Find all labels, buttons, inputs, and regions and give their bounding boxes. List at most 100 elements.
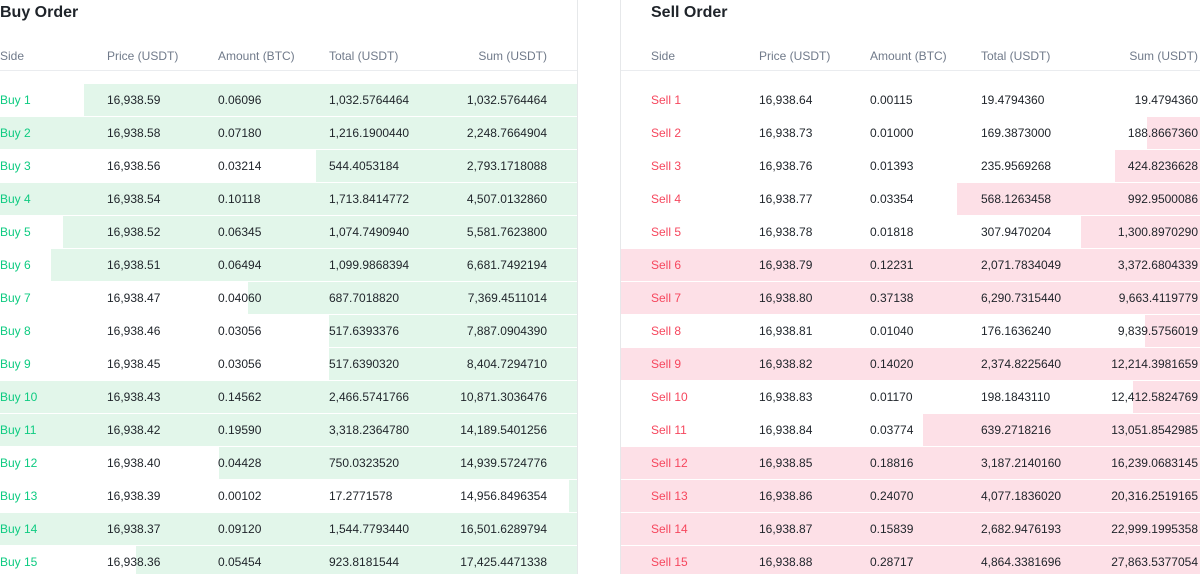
sell-row-total: 169.3873000 [981, 126, 1052, 140]
buy-header-side: Side [0, 49, 25, 63]
sell-row-amount: 0.12231 [870, 258, 914, 272]
buy-row-amount: 0.03056 [218, 357, 262, 371]
sell-row-sum: 424.8236628 [1127, 159, 1198, 173]
buy-row-side: Buy 10 [0, 390, 38, 404]
sell-row-total: 235.9569268 [981, 159, 1052, 173]
sell-order-row[interactable]: Sell 15 16,938.88 0.28717 4,864.3381696 27,8… [621, 546, 1200, 574]
buy-row-total: 750.0323520 [329, 456, 400, 470]
buy-row-sum: 14,189.5401256 [460, 423, 547, 437]
sell-row-price: 16,938.78 [759, 225, 813, 239]
sell-row-side: Sell 11 [651, 423, 687, 437]
buy-depth-bar [568, 480, 577, 512]
buy-order-row[interactable]: Buy 5 16,938.52 0.06345 1,074.7490940 5,581.… [0, 216, 577, 249]
buy-row-sum: 8,404.7294710 [466, 357, 547, 371]
buy-order-row[interactable]: Buy 13 16,938.39 0.00102 17.2771578 14,956.8… [0, 480, 577, 513]
sell-row-amount: 0.01393 [870, 159, 914, 173]
buy-row-side: Buy 2 [0, 126, 31, 140]
sell-depth-bar [621, 546, 1200, 574]
buy-order-row[interactable]: Buy 14 16,938.37 0.09120 1,544.7793440 16,50… [0, 513, 577, 546]
buy-row-amount: 0.14562 [218, 390, 262, 404]
sell-row-sum: 13,051.8542985 [1111, 423, 1198, 437]
buy-row-amount: 0.05454 [218, 555, 262, 569]
sell-order-row[interactable]: Sell 1 16,938.64 0.00115 19.4794360 19.47943… [621, 84, 1200, 117]
buy-row-side: Buy 9 [0, 357, 31, 371]
buy-row-side: Buy 4 [0, 192, 31, 206]
sell-order-title: Sell Order [651, 4, 728, 21]
buy-order-row[interactable]: Buy 15 16,938.36 0.05454 923.8181544 17,425.… [0, 546, 577, 574]
sell-row-side: Sell 1 [651, 93, 682, 107]
buy-order-row[interactable]: Buy 3 16,938.56 0.03214 544.4053184 2,793.17… [0, 150, 577, 183]
buy-order-row[interactable]: Buy 10 16,938.43 0.14562 2,466.5741766 10,87… [0, 381, 577, 414]
sell-row-total: 176.1636240 [981, 324, 1052, 338]
sell-order-row[interactable]: Sell 6 16,938.79 0.12231 2,071.7834049 3,372… [621, 249, 1200, 282]
sell-order-row[interactable]: Sell 7 16,938.80 0.37138 6,290.7315440 9,663… [621, 282, 1200, 315]
sell-order-row[interactable]: Sell 10 16,938.83 0.01170 198.1843110 12,412… [621, 381, 1200, 414]
buy-row-amount: 0.03056 [218, 324, 262, 338]
sell-row-amount: 0.01040 [870, 324, 914, 338]
sell-row-sum: 9,663.4119779 [1118, 291, 1198, 305]
sell-row-amount: 0.24070 [870, 489, 914, 503]
sell-depth-bar [923, 414, 1200, 446]
buy-row-amount: 0.19590 [218, 423, 262, 437]
buy-row-side: Buy 3 [0, 159, 31, 173]
buy-row-amount: 0.06096 [218, 93, 262, 107]
sell-row-price: 16,938.73 [759, 126, 813, 140]
sell-order-row[interactable]: Sell 2 16,938.73 0.01000 169.3873000 188.866… [621, 117, 1200, 150]
buy-order-row[interactable]: Buy 4 16,938.54 0.10118 1,713.8414772 4,507.… [0, 183, 577, 216]
buy-row-total: 3,318.2364780 [329, 423, 410, 437]
buy-order-row[interactable]: Buy 1 16,938.59 0.06096 1,032.5764464 1,032.… [0, 84, 577, 117]
sell-order-row[interactable]: Sell 14 16,938.87 0.15839 2,682.9476193 22,9… [621, 513, 1200, 546]
sell-order-row[interactable]: Sell 13 16,938.86 0.24070 4,077.1836020 20,3… [621, 480, 1200, 513]
sell-row-price: 16,938.76 [759, 159, 813, 173]
buy-row-total: 544.4053184 [329, 159, 400, 173]
sell-order-row[interactable]: Sell 3 16,938.76 0.01393 235.9569268 424.823… [621, 150, 1200, 183]
sell-depth-bar [1081, 216, 1200, 248]
sell-order-row[interactable]: Sell 12 16,938.85 0.18816 3,187.2140160 16,2… [621, 447, 1200, 480]
sell-row-side: Sell 5 [651, 225, 682, 239]
sell-depth-bar [621, 513, 1200, 545]
sell-row-price: 16,938.87 [759, 522, 813, 536]
sell-row-price: 16,938.64 [759, 93, 813, 107]
buy-row-side: Buy 6 [0, 258, 31, 272]
buy-row-sum: 7,887.0904390 [466, 324, 547, 338]
sell-depth-bar [1132, 381, 1200, 413]
buy-row-price: 16,938.45 [107, 357, 161, 371]
buy-row-total: 517.6390320 [329, 357, 400, 371]
buy-row-total: 1,713.8414772 [329, 192, 410, 206]
sell-order-row[interactable]: Sell 11 16,938.84 0.03774 639.2718216 13,051… [621, 414, 1200, 447]
sell-order-row[interactable]: Sell 8 16,938.81 0.01040 176.1636240 9,839.5… [621, 315, 1200, 348]
sell-row-price: 16,938.77 [759, 192, 813, 206]
sell-row-price: 16,938.80 [759, 291, 813, 305]
sell-header-amount: Amount (BTC) [870, 49, 947, 63]
buy-depth-bar [0, 117, 577, 149]
buy-depth-bar [248, 282, 577, 314]
sell-row-amount: 0.01000 [870, 126, 914, 140]
buy-order-row[interactable]: Buy 7 16,938.47 0.04060 687.7018820 7,369.45… [0, 282, 577, 315]
sell-order-row[interactable]: Sell 5 16,938.78 0.01818 307.9470204 1,300.8… [621, 216, 1200, 249]
buy-order-row[interactable]: Buy 2 16,938.58 0.07180 1,216.1900440 2,248.… [0, 117, 577, 150]
buy-row-price: 16,938.40 [107, 456, 161, 470]
sell-row-side: Sell 8 [651, 324, 682, 338]
buy-row-sum: 7,369.4511014 [467, 291, 547, 305]
sell-row-side: Sell 15 [651, 555, 688, 569]
sell-row-amount: 0.14020 [870, 357, 914, 371]
buy-order-header: Side Price (USDT) Amount (BTC) Total (US… [0, 41, 577, 71]
buy-row-side: Buy 7 [0, 291, 31, 305]
sell-row-sum: 22,999.1995358 [1111, 522, 1198, 536]
buy-order-row[interactable]: Buy 11 16,938.42 0.19590 3,318.2364780 14,18… [0, 414, 577, 447]
sell-order-row[interactable]: Sell 4 16,938.77 0.03354 568.1263458 992.950… [621, 183, 1200, 216]
sell-row-sum: 992.9500086 [1127, 192, 1198, 206]
sell-row-amount: 0.03354 [870, 192, 914, 206]
sell-row-side: Sell 4 [651, 192, 682, 206]
buy-order-row[interactable]: Buy 12 16,938.40 0.04428 750.0323520 14,939.… [0, 447, 577, 480]
buy-row-sum: 2,248.7664904 [466, 126, 547, 140]
buy-depth-bar [51, 249, 577, 281]
buy-order-row[interactable]: Buy 6 16,938.51 0.06494 1,099.9868394 6,681.… [0, 249, 577, 282]
buy-order-row[interactable]: Buy 9 16,938.45 0.03056 517.6390320 8,404.72… [0, 348, 577, 381]
buy-depth-bar [0, 183, 577, 215]
sell-row-sum: 12,214.3981659 [1111, 357, 1198, 371]
sell-row-sum: 9,839.5756019 [1117, 324, 1198, 338]
buy-order-row[interactable]: Buy 8 16,938.46 0.03056 517.6393376 7,887.09… [0, 315, 577, 348]
sell-order-row[interactable]: Sell 9 16,938.82 0.14020 2,374.8225640 12,21… [621, 348, 1200, 381]
sell-row-total: 4,077.1836020 [981, 489, 1062, 503]
